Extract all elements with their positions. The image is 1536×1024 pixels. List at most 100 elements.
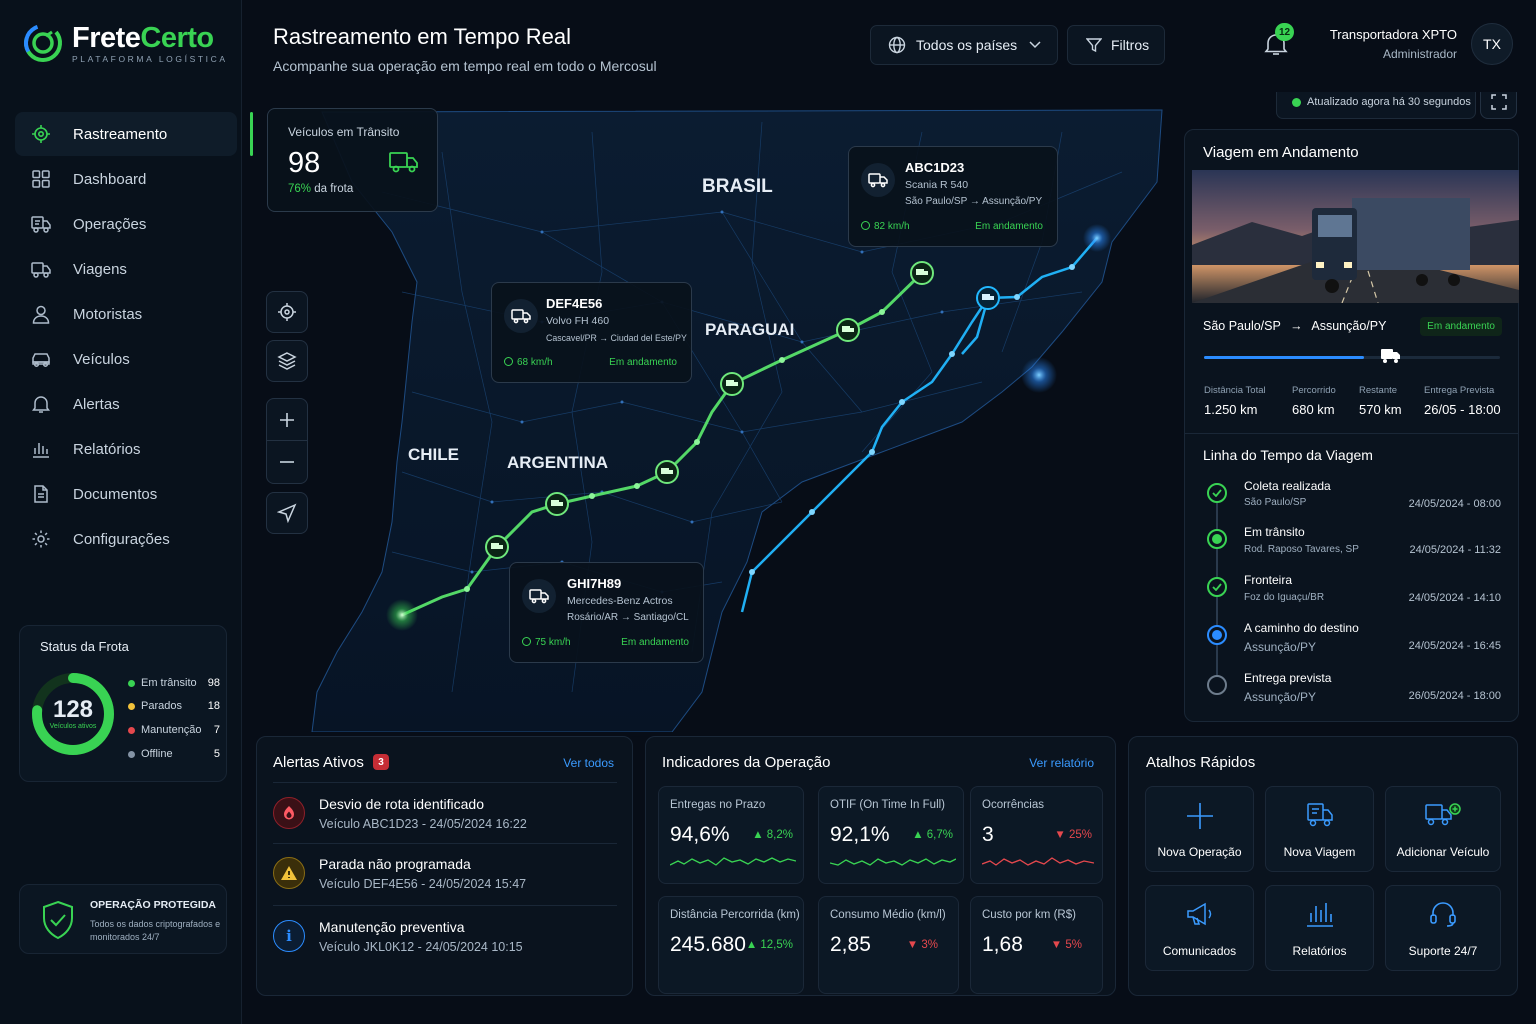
locate-button[interactable]	[266, 291, 308, 333]
logo-text-2: Certo	[140, 21, 214, 54]
truck-icon	[861, 163, 895, 197]
layers-icon	[277, 352, 297, 370]
kpi-delta-value: 6,7%	[926, 829, 953, 841]
timeline-item-place: Assunção/PY	[1244, 640, 1317, 654]
fullscreen-button[interactable]	[1480, 92, 1517, 119]
kpi-delta-value: 8,2%	[766, 829, 793, 841]
navigate-button[interactable]	[266, 492, 308, 534]
indicators-panel: Indicadores da Operação Ver relatório En…	[645, 736, 1116, 996]
vehicle-popup-ghi7h89[interactable]: GHI7H89 Mercedes-Benz Actros Rosário/AR …	[509, 562, 704, 663]
timeline-item-place: Foz do Iguaçu/BR	[1244, 592, 1325, 603]
shortcuts-panel: Atalhos Rápidos Nova Operação Nova Viage…	[1128, 736, 1518, 996]
bar-chart-icon	[1266, 900, 1373, 928]
timeline-title: Linha do Tempo da Viagem	[1203, 447, 1373, 463]
vehicle-marker	[485, 535, 509, 559]
shortcuts-title: Atalhos Rápidos	[1146, 754, 1256, 771]
minus-icon	[280, 461, 294, 463]
kpi-card[interactable]: Consumo Médio (km/l) 2,85 ▼ 3%	[818, 896, 959, 994]
arrow-down-icon: ▼	[1054, 829, 1069, 841]
kpi-card[interactable]: Custo por km (R$) 1,68 ▼ 5%	[970, 896, 1103, 994]
stat-value: 570 km	[1359, 402, 1402, 417]
current-step-icon	[1207, 529, 1227, 549]
sidebar-item-label: Relatórios	[73, 440, 141, 458]
notifications-button[interactable]: 12	[1263, 23, 1295, 61]
stat-label: Distância Total	[1204, 385, 1266, 396]
view-report-link[interactable]: Ver relatório	[1029, 756, 1094, 770]
country-select[interactable]: Todos os países	[870, 25, 1058, 65]
active-step-icon	[1207, 625, 1227, 645]
logo[interactable]: FreteCerto PLATAFORMA LOGÍSTICA	[22, 22, 228, 64]
tracking-map[interactable]: BRASIL PARAGUAI ARGENTINA CHILE Veículos…	[242, 92, 1536, 732]
legend-value: 98	[207, 677, 220, 689]
arrow-down-icon: ▼	[906, 939, 922, 951]
avatar[interactable]: TX	[1471, 23, 1513, 65]
vehicle-speed: 68 km/h	[504, 357, 553, 368]
kpi-card[interactable]: Entregas no Prazo 94,6% ▲ 8,2%	[658, 786, 804, 884]
status-dot	[128, 679, 135, 687]
sidebar-item-relatorios[interactable]: Relatórios	[15, 427, 237, 471]
alert-item[interactable]: Parada não programada Veículo DEF4E56 - …	[273, 849, 615, 909]
arrow-up-icon: ▲	[912, 829, 927, 841]
timeline-item-place: Rod. Raposo Tavares, SP	[1244, 544, 1359, 555]
vehicle-popup-abc1d23[interactable]: ABC1D23 Scania R 540 São Paulo/SP → Assu…	[848, 146, 1058, 247]
grid-icon	[30, 168, 52, 190]
legend-label: Offline	[141, 748, 173, 760]
check-icon	[1207, 483, 1227, 503]
kpi-delta-value: 25%	[1068, 829, 1092, 841]
truck-icon	[1380, 347, 1402, 367]
sidebar: FreteCerto PLATAFORMA LOGÍSTICA Rastream…	[0, 0, 253, 1024]
vehicle-model: Volvo FH 460	[546, 315, 610, 327]
filters-button[interactable]: Filtros	[1067, 25, 1165, 65]
truck-doc-icon	[1266, 801, 1373, 829]
sidebar-item-veiculos[interactable]: Veículos	[15, 337, 237, 381]
stat-label: Restante	[1359, 385, 1398, 396]
shortcut-support[interactable]: Suporte 24/7	[1385, 885, 1501, 971]
shortcut-add-vehicle[interactable]: Adicionar Veículo	[1385, 786, 1501, 872]
shortcut-new-operation[interactable]: Nova Operação	[1145, 786, 1254, 872]
zoom-in-button[interactable]	[267, 399, 307, 441]
zoom-out-button[interactable]	[267, 441, 307, 483]
user-info[interactable]: Transportadora XPTO Administrador	[1302, 27, 1457, 61]
plus-icon	[280, 412, 294, 427]
truck-icon	[389, 152, 418, 173]
shortcut-announcements[interactable]: Comunicados	[1145, 885, 1254, 971]
vehicle-marker	[655, 460, 679, 484]
info-icon: i	[273, 920, 305, 952]
kpi-card[interactable]: Ocorrências 3 ▼ 25%	[970, 786, 1103, 884]
last-updated-text: Atualizado agora há 30 segundos	[1307, 96, 1471, 108]
kpi-card[interactable]: OTIF (On Time In Full) 92,1% ▲ 6,7%	[818, 786, 964, 884]
alert-item[interactable]: i Manutenção preventiva Veículo JKL0K12 …	[273, 912, 615, 972]
sidebar-item-alertas[interactable]: Alertas	[15, 382, 237, 426]
sidebar-item-label: Dashboard	[73, 170, 147, 188]
trip-progress-fill	[1204, 356, 1364, 359]
kpi-value: 245.680	[670, 933, 746, 956]
sidebar-item-rastreamento[interactable]: Rastreamento	[15, 112, 253, 156]
shortcut-reports[interactable]: Relatórios	[1265, 885, 1374, 971]
view-all-alerts-link[interactable]: Ver todos	[563, 756, 614, 770]
sparkline	[670, 857, 796, 866]
vehicle-marker	[836, 318, 860, 342]
kpi-card[interactable]: Distância Percorrida (km) 245.680 ▲ 12,5…	[658, 896, 804, 994]
sidebar-item-configuracoes[interactable]: Configurações	[15, 517, 237, 561]
sidebar-item-viagens[interactable]: Viagens	[15, 247, 237, 291]
sidebar-item-dashboard[interactable]: Dashboard	[15, 157, 237, 201]
legend-value: 18	[207, 700, 220, 712]
kpi-delta: ▼ 5%	[1051, 939, 1082, 951]
legend-item: Offline 5	[128, 748, 220, 760]
filter-icon	[1086, 38, 1102, 53]
sidebar-item-motoristas[interactable]: Motoristas	[15, 292, 237, 336]
layers-button[interactable]	[266, 340, 308, 382]
shortcut-label: Nova Operação	[1157, 845, 1242, 859]
shortcut-new-trip[interactable]: Nova Viagem	[1265, 786, 1374, 872]
arrow-up-icon: ▲	[752, 829, 767, 841]
sidebar-item-label: Configurações	[73, 530, 170, 548]
truck-doc-icon	[30, 213, 52, 235]
shortcut-label: Relatórios	[1292, 944, 1347, 958]
vehicle-popup-def4e56[interactable]: DEF4E56 Volvo FH 460 Cascavel/PR → Ciuda…	[491, 282, 692, 383]
truck-icon	[504, 299, 538, 333]
sidebar-item-documentos[interactable]: Documentos	[15, 472, 237, 516]
sidebar-item-operacoes[interactable]: Operações	[15, 202, 237, 246]
legend-item: Em trânsito 98	[128, 677, 220, 689]
vehicle-model: Mercedes-Benz Actros	[567, 595, 673, 607]
alert-item[interactable]: Desvio de rota identificado Veículo ABC1…	[273, 789, 615, 849]
